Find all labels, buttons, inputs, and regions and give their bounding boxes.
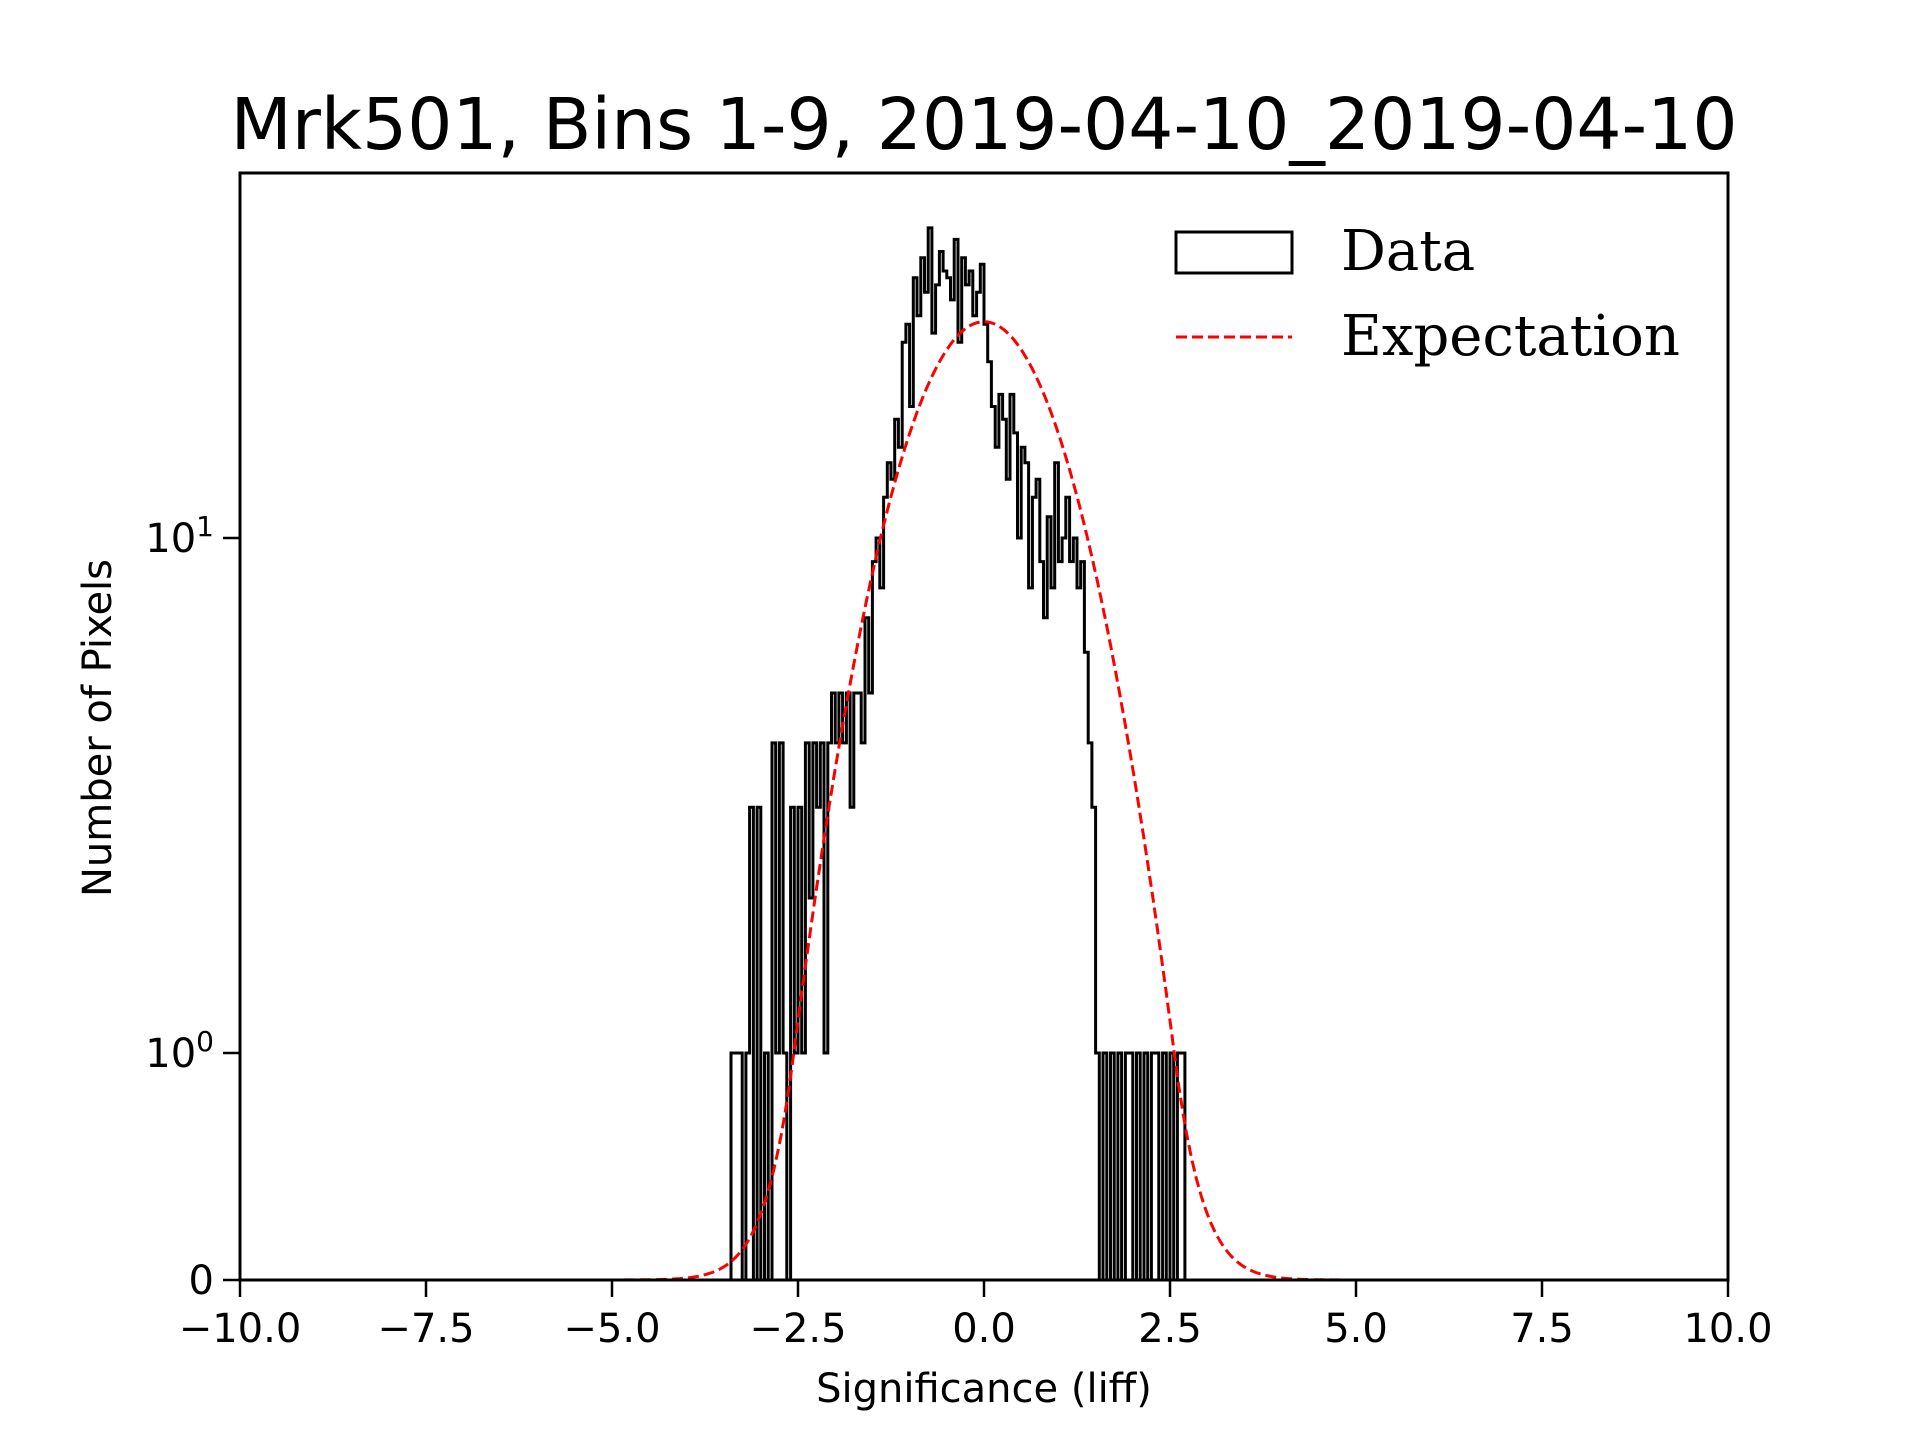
legend-label-data: Data — [1341, 219, 1475, 284]
y-tick-label: 101 — [145, 510, 214, 562]
x-tick-label: −10.0 — [179, 1306, 302, 1352]
y-tick-label: 100 — [145, 1025, 214, 1077]
data-histogram-step — [729, 226, 1187, 1282]
x-tick-label: 5.0 — [1324, 1306, 1388, 1352]
legend: Data Expectation — [1174, 219, 1680, 369]
x-tick-label: 10.0 — [1683, 1306, 1772, 1352]
x-tick-label: 2.5 — [1138, 1306, 1202, 1352]
y-axis-ticks: 0 100 101 — [145, 510, 240, 1304]
x-tick-label: −7.5 — [377, 1306, 474, 1352]
chart-title: Mrk501, Bins 1-9, 2019-04-10_2019-04-10 — [230, 83, 1737, 166]
legend-label-expectation: Expectation — [1341, 304, 1680, 369]
x-tick-label: 7.5 — [1510, 1306, 1574, 1352]
x-tick-label: −5.0 — [563, 1306, 660, 1352]
x-tick-label: 0.0 — [952, 1306, 1016, 1352]
x-tick-label: −2.5 — [749, 1306, 846, 1352]
x-axis-ticks: −10.0 −7.5 −5.0 −2.5 0.0 2.5 5.0 7.5 10.0 — [179, 1280, 1773, 1352]
x-axis-label: Significance (liff) — [816, 1366, 1152, 1412]
legend-data-swatch — [1174, 230, 1294, 275]
y-tick-label: 0 — [189, 1258, 214, 1304]
y-axis-label: Number of Pixels — [75, 559, 121, 897]
